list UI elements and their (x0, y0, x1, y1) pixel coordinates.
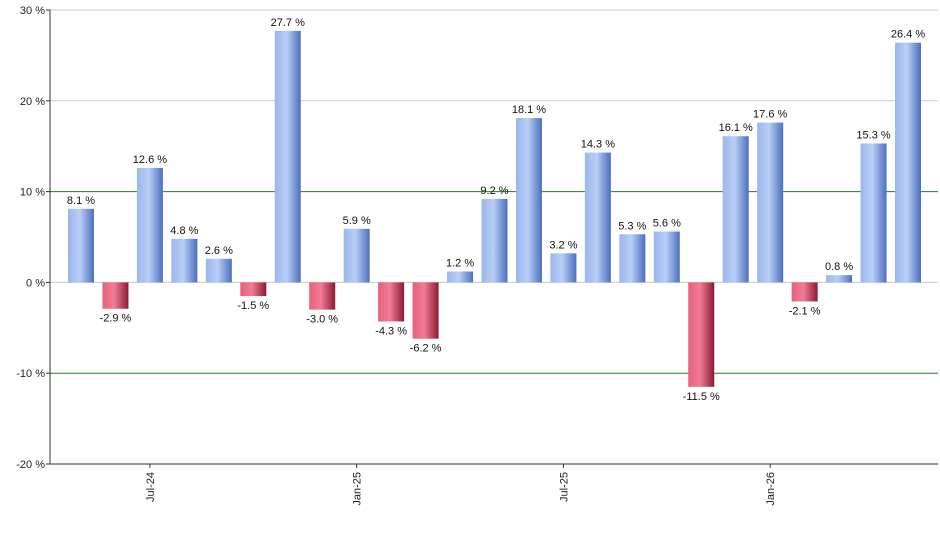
data-label: -4.3 % (375, 325, 407, 337)
data-label: -1.5 % (237, 300, 269, 312)
x-tick-label: Jan-26 (765, 472, 777, 506)
bar-negative (412, 282, 439, 339)
data-label: 5.3 % (618, 220, 646, 232)
bar-negative (688, 282, 715, 387)
data-label: 5.9 % (343, 215, 371, 227)
data-label: 16.1 % (719, 122, 753, 134)
bar-positive (205, 258, 232, 283)
data-labels-layer: 8.1 % -2.9 % 12.6 % 4.8 % 2.6 % -1.5 % 27.7 % -… (67, 17, 925, 403)
bar-positive (619, 234, 646, 283)
bar-positive (68, 208, 94, 283)
bar-negative (102, 282, 129, 309)
y-tick-label: 10 % (20, 187, 45, 199)
bar-positive (860, 143, 887, 283)
x-tick-label: Jan-25 (352, 472, 364, 506)
data-label: -11.5 % (683, 391, 720, 403)
bar-positive (550, 253, 577, 283)
bar-negative (240, 282, 267, 297)
data-label: 1.2 % (446, 258, 474, 270)
data-label: 12.6 % (133, 154, 167, 166)
bar-positive (722, 136, 749, 283)
y-tick-label: 20 % (20, 96, 45, 108)
y-tick-label: 30 % (20, 5, 45, 17)
bar-positive (274, 30, 301, 283)
bar-positive (895, 42, 921, 283)
bar-positive (515, 118, 542, 283)
data-label: 2.6 % (205, 245, 233, 257)
bar-positive (826, 275, 853, 283)
data-label: -6.2 % (410, 343, 442, 355)
axis-layer: 30 % 20 % 10 % 0 % -10 % -20 % Jul-24 Jan-25 Jul… (16, 5, 938, 506)
bar-positive (343, 228, 370, 283)
bar-positive (447, 271, 474, 283)
bar-positive (584, 152, 611, 283)
y-tick-label: 0 % (26, 277, 45, 289)
data-label: 15.3 % (856, 129, 890, 141)
bar-negative (378, 282, 405, 322)
x-tick-label: Jul-25 (558, 472, 570, 502)
data-label: 17.6 % (753, 109, 787, 121)
data-label: 26.4 % (891, 29, 925, 41)
data-label: 4.8 % (170, 225, 198, 237)
grid-layer (50, 9, 938, 374)
bar-positive (171, 238, 198, 283)
bar-positive (481, 198, 508, 283)
bar-negative (791, 282, 818, 302)
data-label: 3.2 % (549, 239, 577, 251)
y-tick-label: -10 % (16, 368, 45, 380)
data-label: -2.1 % (789, 305, 821, 317)
bar-positive (757, 122, 784, 283)
data-label: -2.9 % (100, 313, 132, 325)
data-label: 8.1 % (67, 195, 95, 207)
data-label: -3.0 % (306, 314, 338, 326)
data-label: 5.6 % (653, 218, 681, 230)
data-label: 27.7 % (271, 17, 305, 29)
bar-negative (309, 282, 336, 310)
bar-positive (653, 231, 680, 283)
data-label: 9.2 % (480, 185, 508, 197)
x-tick-label: Jul-24 (145, 472, 157, 502)
y-tick-label: -20 % (16, 459, 45, 471)
data-label: 14.3 % (581, 139, 615, 151)
bars-layer (68, 30, 921, 387)
data-label: 18.1 % (512, 104, 546, 116)
data-label: 0.8 % (825, 261, 853, 273)
bar-positive (136, 167, 163, 283)
